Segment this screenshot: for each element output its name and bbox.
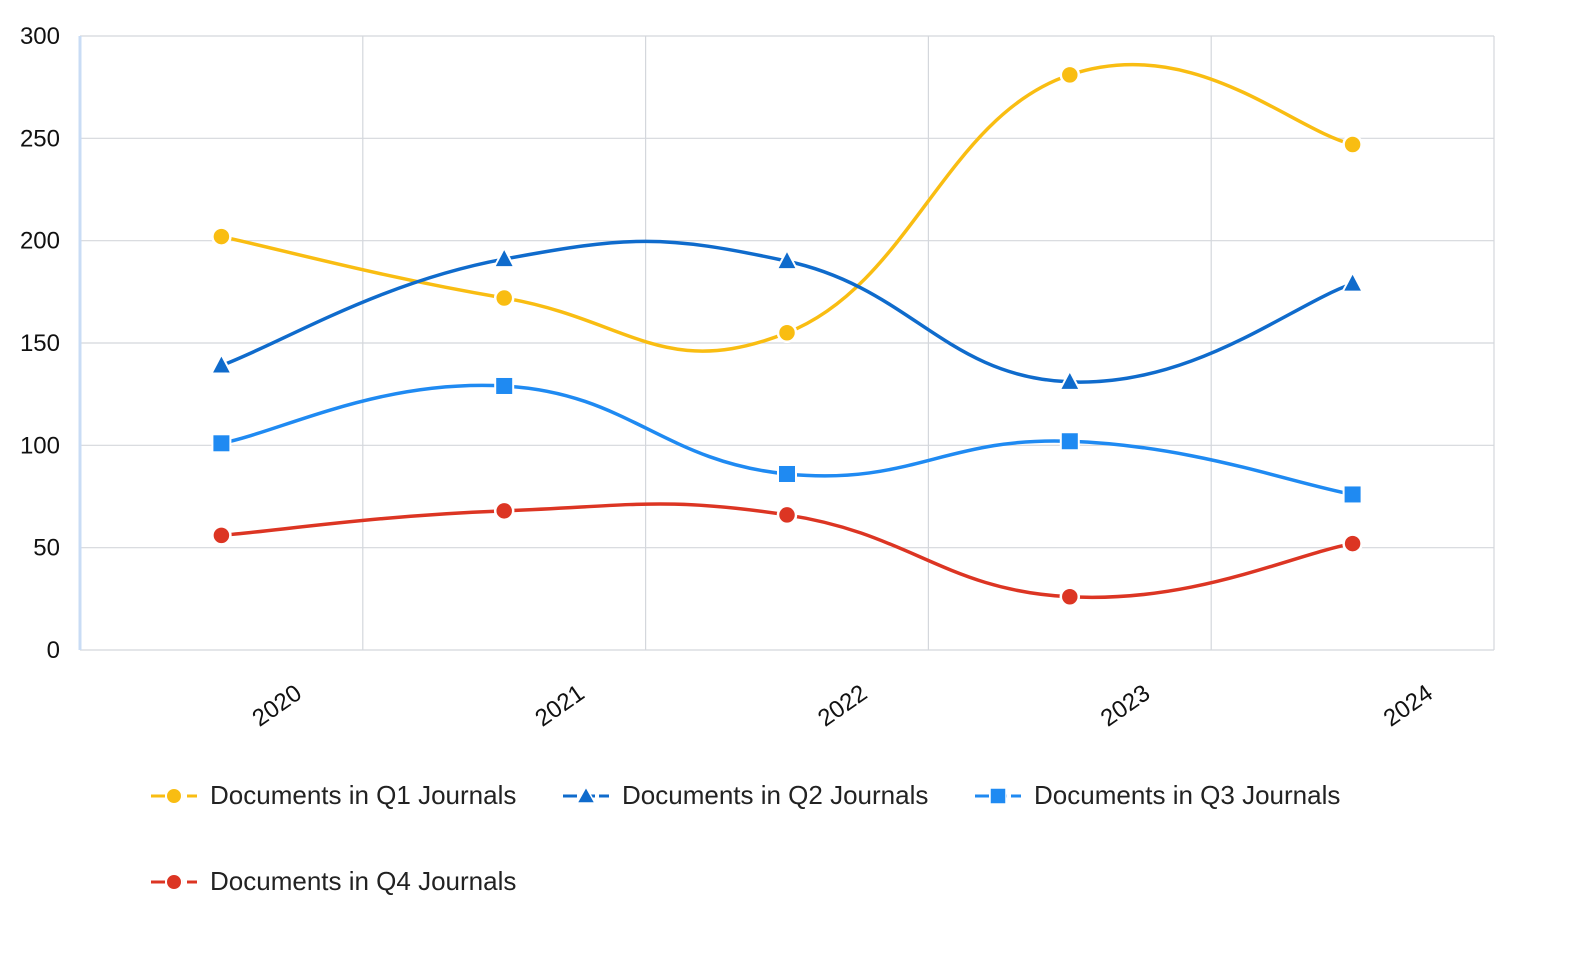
y-tick-label-150: 150 (20, 330, 60, 357)
legend-label-q1: Documents in Q1 Journals (210, 780, 517, 810)
x-tick-label-2020: 2020 (247, 679, 306, 732)
legend-item-q2[interactable]: Documents in Q2 Journals (562, 780, 928, 811)
series-q4 (211, 500, 1363, 608)
legend-marker-q4 (151, 872, 197, 891)
legend-label-q4: Documents in Q4 Journals (210, 866, 517, 896)
data-point-q2-2020 (209, 352, 234, 375)
series-q3 (211, 375, 1363, 505)
x-tick-label-2022: 2022 (813, 679, 872, 732)
legend-label-q2: Documents in Q2 Journals (622, 780, 929, 810)
legend-marker-q2 (563, 785, 609, 804)
series-group (209, 62, 1365, 608)
data-point-q4-2023 (1059, 586, 1081, 608)
data-point-q3-2024 (1342, 484, 1363, 505)
data-point-q4-2024 (1342, 533, 1363, 554)
x-tick-label-2021: 2021 (530, 679, 589, 732)
data-point-q1-2023 (1059, 64, 1081, 86)
data-point-q2-2024 (1340, 270, 1365, 293)
y-tick-label-300: 300 (20, 23, 60, 50)
data-point-q2-2023 (1058, 368, 1082, 391)
data-point-q1-2022 (776, 322, 798, 344)
data-point-q3-2023 (1059, 431, 1080, 452)
x-tick-label-2024: 2024 (1379, 679, 1438, 732)
y-tick-label-50: 50 (33, 535, 60, 562)
data-point-q1-2024 (1342, 134, 1363, 155)
legend-item-q3[interactable]: Documents in Q3 Journals (974, 780, 1340, 811)
legend-item-q4[interactable]: Documents in Q4 Journals (150, 866, 516, 897)
y-tick-label-100: 100 (20, 432, 60, 459)
data-point-q1-2020 (211, 226, 232, 247)
y-tick-label-0: 0 (47, 637, 60, 664)
legend-label-q3: Documents in Q3 Journals (1034, 780, 1341, 810)
legend-marker-q1 (151, 786, 197, 805)
series-q2 (209, 239, 1365, 391)
y-tick-label-200: 200 (20, 228, 60, 255)
y-axis-ticks: 0 50 100 150 200 250 300 (20, 23, 60, 664)
data-point-q3-2021 (494, 375, 515, 396)
series-q1 (211, 62, 1363, 353)
data-point-q4-2021 (493, 500, 515, 522)
x-tick-label-2023: 2023 (1096, 679, 1155, 732)
series-line-q1 (221, 62, 1354, 353)
data-point-q3-2022 (777, 463, 797, 484)
x-axis-ticks: 2020 2021 2022 2023 2024 (247, 679, 1437, 732)
data-point-q2-2021 (492, 245, 516, 269)
data-point-q4-2020 (211, 525, 232, 546)
data-point-q2-2022 (775, 247, 799, 271)
data-point-q3-2020 (211, 433, 232, 454)
grid-lines (78, 35, 1495, 651)
data-point-q1-2021 (493, 287, 515, 309)
legend-marker-q3 (975, 786, 1021, 805)
legend-item-q1[interactable]: Documents in Q1 Journals (150, 780, 516, 811)
y-tick-label-250: 250 (20, 125, 60, 152)
data-point-q4-2022 (776, 504, 798, 526)
